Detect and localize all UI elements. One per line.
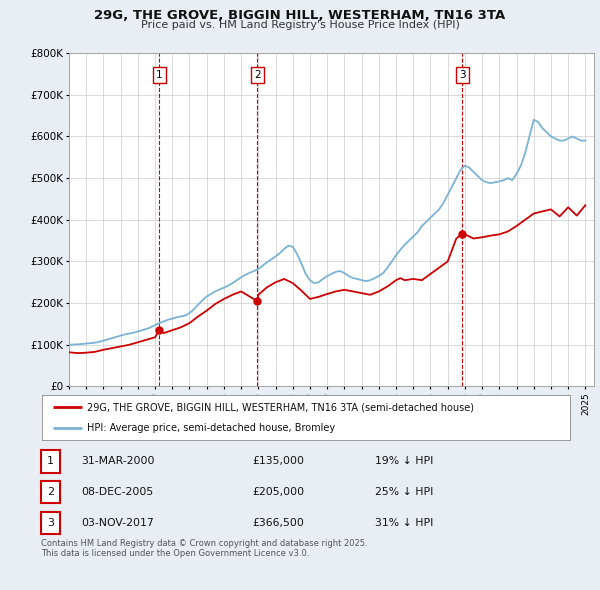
- Text: 25% ↓ HPI: 25% ↓ HPI: [375, 487, 433, 497]
- Text: 31-MAR-2000: 31-MAR-2000: [81, 457, 155, 466]
- Text: 2: 2: [254, 70, 260, 80]
- Text: £366,500: £366,500: [252, 518, 304, 527]
- Text: 29G, THE GROVE, BIGGIN HILL, WESTERHAM, TN16 3TA (semi-detached house): 29G, THE GROVE, BIGGIN HILL, WESTERHAM, …: [87, 402, 474, 412]
- Text: 19% ↓ HPI: 19% ↓ HPI: [375, 457, 433, 466]
- Text: 31% ↓ HPI: 31% ↓ HPI: [375, 518, 433, 527]
- Text: 3: 3: [47, 518, 54, 527]
- Text: 3: 3: [459, 70, 466, 80]
- Text: 03-NOV-2017: 03-NOV-2017: [81, 518, 154, 527]
- Text: 2: 2: [47, 487, 54, 497]
- Text: This data is licensed under the Open Government Licence v3.0.: This data is licensed under the Open Gov…: [41, 549, 309, 558]
- Text: 08-DEC-2005: 08-DEC-2005: [81, 487, 153, 497]
- Text: £135,000: £135,000: [252, 457, 304, 466]
- Text: 1: 1: [156, 70, 163, 80]
- Text: HPI: Average price, semi-detached house, Bromley: HPI: Average price, semi-detached house,…: [87, 422, 335, 432]
- Text: Price paid vs. HM Land Registry's House Price Index (HPI): Price paid vs. HM Land Registry's House …: [140, 20, 460, 30]
- Text: £205,000: £205,000: [252, 487, 304, 497]
- Text: Contains HM Land Registry data © Crown copyright and database right 2025.: Contains HM Land Registry data © Crown c…: [41, 539, 367, 548]
- Text: 29G, THE GROVE, BIGGIN HILL, WESTERHAM, TN16 3TA: 29G, THE GROVE, BIGGIN HILL, WESTERHAM, …: [94, 9, 506, 22]
- Text: 1: 1: [47, 457, 54, 466]
